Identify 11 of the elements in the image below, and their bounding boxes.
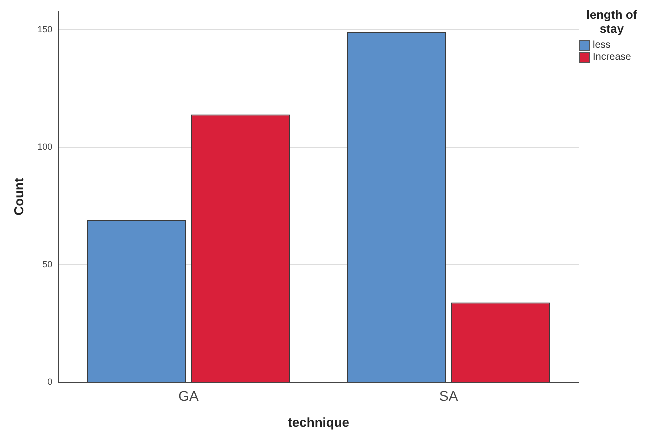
y-tick-label: 100 — [38, 142, 53, 152]
y-tick-label: 50 — [42, 260, 53, 270]
x-tick-label: SA — [440, 388, 459, 404]
y-tick-label: 0 — [48, 377, 53, 388]
x-axis-title: technique — [288, 414, 350, 430]
x-tick-label: GA — [178, 388, 200, 404]
legend-title: length of stay — [586, 8, 638, 36]
legend-label: Increase — [593, 52, 632, 63]
y-tick-label: 150 — [38, 24, 53, 35]
y-axis-title: Count — [11, 178, 26, 216]
legend-label: less — [593, 40, 611, 51]
